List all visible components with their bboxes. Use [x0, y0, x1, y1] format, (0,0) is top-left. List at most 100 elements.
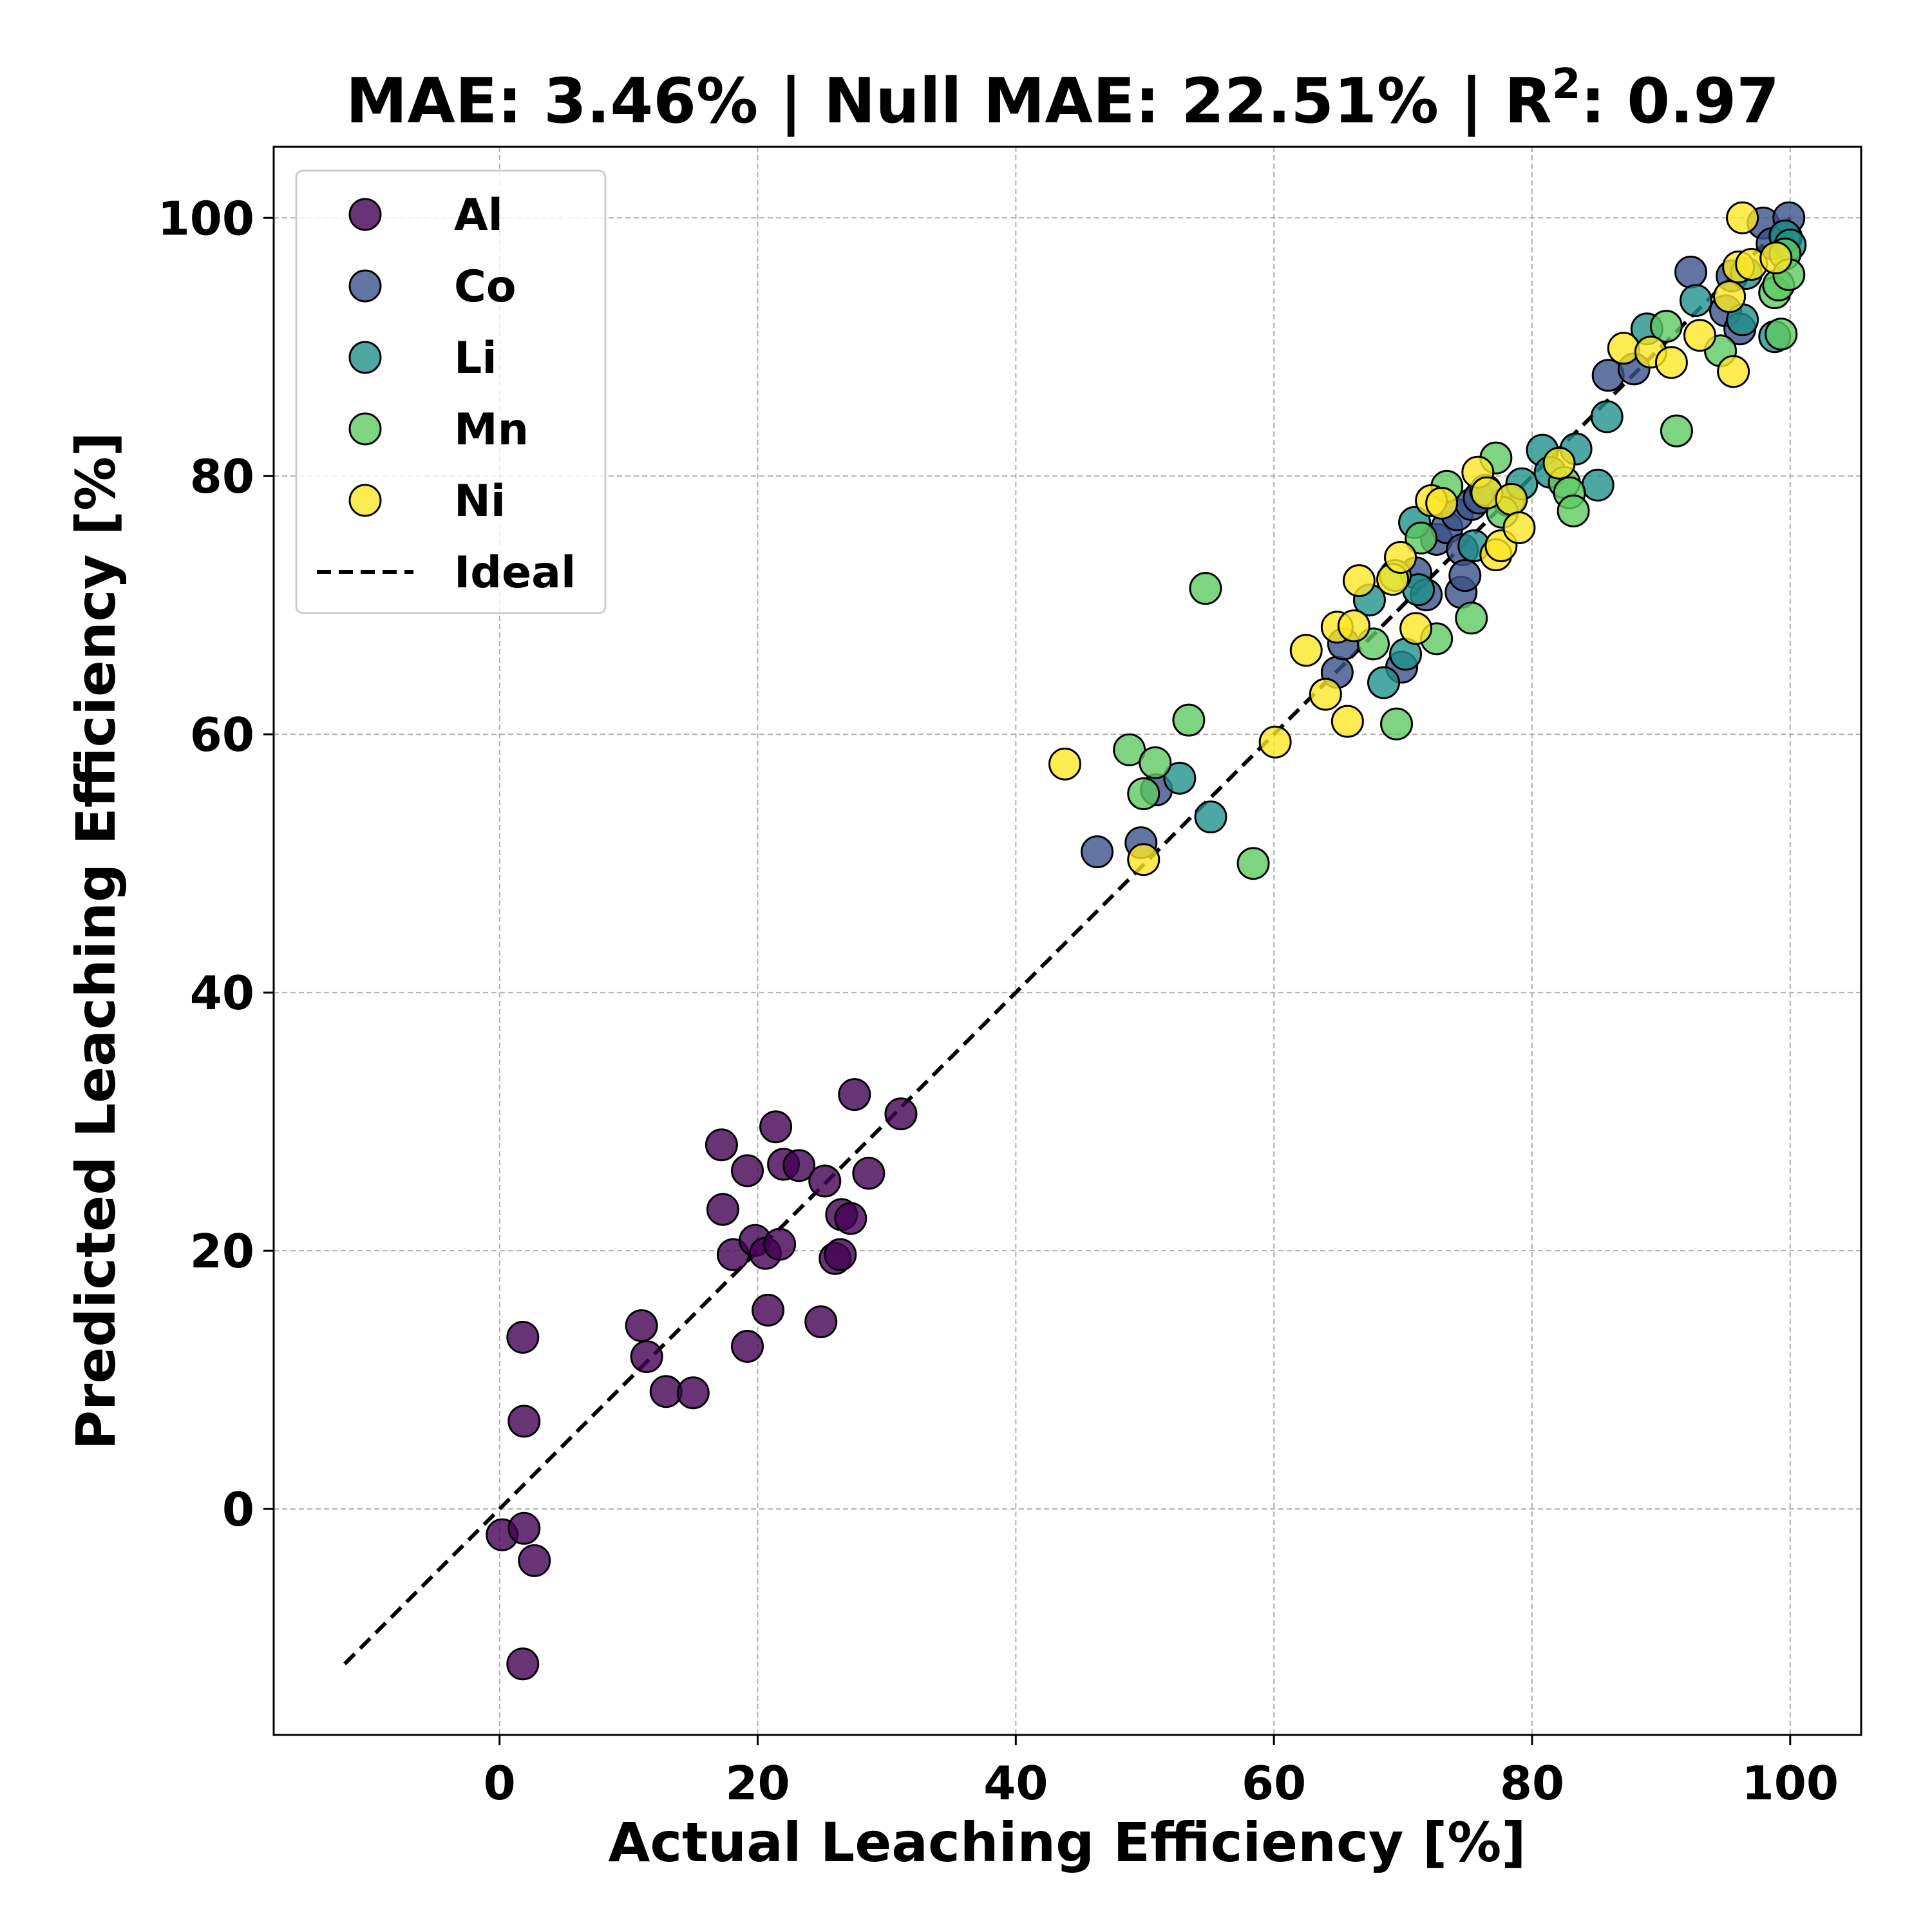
data-point-al: [852, 1157, 886, 1190]
data-point-li: [1194, 800, 1227, 834]
legend-marker-al: [348, 198, 382, 231]
legend-marker-li: [348, 341, 382, 374]
data-point-al: [782, 1149, 816, 1182]
data-point-al: [506, 1320, 540, 1354]
data-point-ni: [1127, 843, 1160, 876]
ideal-line-group: [343, 216, 1792, 1665]
data-point-ni: [1309, 677, 1342, 711]
y-tick-label: 40: [190, 966, 254, 1020]
x-tick-label: 60: [1242, 1756, 1306, 1810]
data-point-co: [1448, 559, 1482, 592]
data-point-li: [1581, 468, 1615, 502]
data-point-li: [1367, 666, 1400, 699]
data-point-li: [1590, 400, 1624, 433]
data-point-al: [705, 1128, 738, 1162]
data-point-ni: [1337, 609, 1370, 643]
legend: Al Co Li Mn Ni Ideal: [295, 169, 607, 614]
data-point-ni: [1342, 564, 1376, 598]
data-point-ni: [1289, 634, 1323, 667]
x-axis-ticks: 0 20 40 60 80 100: [484, 1735, 1839, 1810]
data-point-ni: [1258, 725, 1292, 759]
legend-marker-mn: [348, 412, 382, 446]
data-point-al: [706, 1193, 739, 1226]
data-point-mn: [1127, 777, 1160, 810]
data-point-ni: [1683, 319, 1716, 352]
data-point-al: [884, 1097, 918, 1131]
data-point-ni: [1425, 486, 1459, 520]
data-point-co: [1674, 255, 1707, 289]
data-point-al: [804, 1305, 838, 1338]
data-point-al: [630, 1340, 663, 1374]
data-point-al: [518, 1544, 551, 1577]
data-point-ni: [1399, 612, 1433, 645]
data-point-al: [834, 1202, 867, 1235]
legend-label-co: Co: [454, 261, 516, 312]
x-tick-label: 0: [484, 1756, 516, 1810]
data-point-ni: [1717, 355, 1750, 388]
plot-frame: [272, 146, 1862, 1736]
chart-title-tail: : 0.97: [1580, 65, 1779, 137]
data-point-ni: [1048, 747, 1081, 781]
legend-box: [295, 169, 607, 614]
data-point-co: [1081, 835, 1114, 869]
data-point-ni: [1726, 201, 1759, 234]
x-tick-label: 100: [1742, 1756, 1839, 1810]
chart-title: MAE: 3.46% | Null MAE: 22.51% | R2: 0.97: [346, 61, 1779, 138]
data-point-mn: [1405, 521, 1438, 554]
legend-label-mn: Mn: [454, 404, 529, 455]
data-point-al: [824, 1238, 857, 1271]
data-point-ni: [1542, 446, 1576, 480]
data-point-mn: [1236, 847, 1270, 880]
ideal-line: [343, 216, 1792, 1665]
data-point-al: [730, 1330, 764, 1363]
legend-marker-co: [348, 269, 382, 303]
y-axis-label: Predicted Leaching Efficiency [%]: [64, 431, 128, 1450]
data-point-al: [730, 1154, 764, 1188]
data-point-mn: [1649, 310, 1683, 343]
data-points: [486, 201, 1807, 1681]
data-point-al: [507, 1511, 541, 1545]
legend-label-ideal: Ideal: [454, 547, 576, 598]
y-tick-label: 60: [190, 708, 254, 762]
y-tick-label: 0: [222, 1482, 254, 1537]
data-point-ni: [1759, 241, 1793, 274]
data-point-al: [752, 1293, 785, 1327]
data-point-ni: [1502, 511, 1536, 544]
legend-label-al: Al: [454, 190, 503, 241]
data-point-mn: [1660, 414, 1693, 448]
data-point-al: [625, 1309, 658, 1342]
data-point-al: [838, 1078, 871, 1112]
data-point-li: [1163, 761, 1197, 795]
data-point-ni: [1713, 280, 1747, 314]
chart-title-superscript: 2: [1552, 61, 1581, 108]
data-point-ni: [1384, 541, 1417, 574]
data-point-al: [808, 1164, 842, 1198]
data-point-ni: [1654, 346, 1688, 379]
y-tick-label: 80: [190, 450, 254, 504]
data-point-li: [1679, 284, 1712, 317]
data-point-mn: [1113, 733, 1146, 766]
data-point-al: [676, 1376, 710, 1410]
data-point-mn: [1455, 601, 1488, 635]
data-point-mn: [1765, 317, 1798, 351]
legend-label-li: Li: [454, 333, 497, 384]
y-axis-ticks: 0 20 40 60 80 100: [158, 191, 274, 1537]
x-tick-label: 80: [1500, 1756, 1564, 1810]
x-tick-label: 20: [725, 1756, 790, 1810]
legend-entries: Al Co Li Mn Ni Ideal: [317, 190, 576, 598]
data-point-mn: [1189, 572, 1222, 605]
x-axis-label: Actual Leaching Efficiency [%]: [608, 1811, 1526, 1874]
chart-title-lead: MAE: 3.46% | Null MAE: 22.51% | R: [346, 65, 1552, 138]
data-point-mn: [1557, 494, 1590, 527]
data-point-mn: [1139, 746, 1172, 779]
data-point-al: [759, 1110, 793, 1144]
data-point-al: [506, 1647, 540, 1681]
x-tick-label: 40: [983, 1756, 1048, 1810]
data-point-mn: [1172, 703, 1206, 737]
data-point-mn: [1380, 707, 1414, 741]
data-point-ni: [1607, 332, 1640, 365]
data-point-ni: [1331, 705, 1364, 738]
legend-label-ni: Ni: [454, 476, 506, 527]
